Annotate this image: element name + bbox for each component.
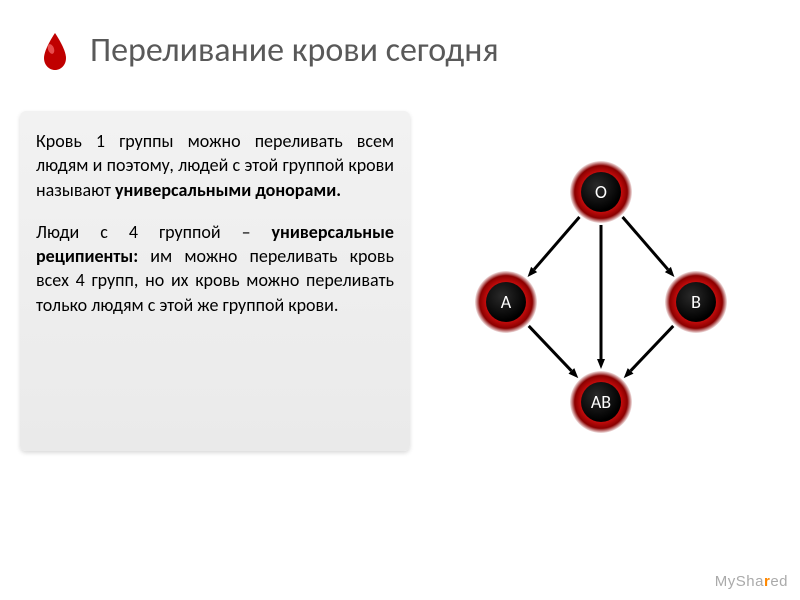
watermark-char: a [755, 573, 764, 590]
watermark-char: h [746, 573, 755, 590]
watermark-char: M [715, 573, 728, 590]
text-run: Люди с 4 группой – [36, 221, 272, 243]
watermark-char: e [770, 573, 779, 590]
paragraph: Люди с 4 группой – универсальные реципие… [36, 220, 394, 317]
node-label: A [501, 291, 511, 313]
edge-line [529, 326, 572, 371]
edge-arrowhead [597, 359, 605, 369]
edge-line [534, 217, 579, 269]
edge-line [623, 217, 668, 269]
watermark-char: d [779, 573, 788, 590]
text-run: универсальными донорами. [115, 179, 341, 201]
slide-title: Переливание крови сегодня [90, 30, 499, 71]
slide-header: Переливание крови сегодня [0, 0, 800, 91]
description-textbox: Кровь 1 группы можно переливать всем люд… [20, 111, 410, 451]
edge-line [631, 326, 674, 371]
watermark: MyShared [715, 573, 788, 590]
blood-type-diagram: OABAB [420, 151, 780, 451]
watermark-char: S [736, 573, 747, 590]
blood-drop-icon [40, 31, 70, 71]
node-label: AB [591, 391, 611, 413]
slide-content: Кровь 1 группы можно переливать всем люд… [0, 91, 800, 451]
paragraph: Кровь 1 группы можно переливать всем люд… [36, 129, 394, 202]
watermark-char: y [728, 573, 736, 590]
node-label: B [691, 291, 701, 313]
node-label: O [595, 181, 607, 203]
